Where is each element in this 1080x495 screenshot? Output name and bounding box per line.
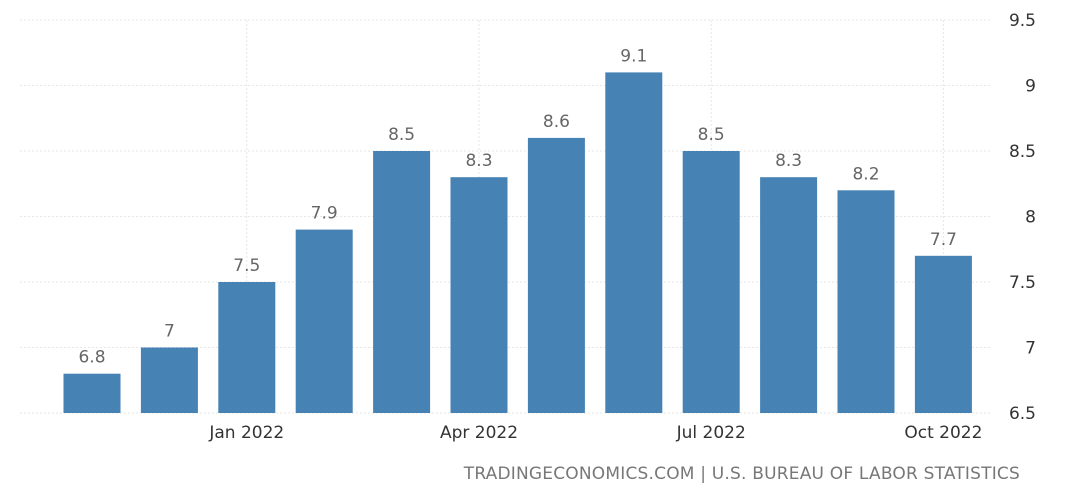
x-tick-label: Oct 2022	[904, 423, 982, 443]
bar	[295, 229, 353, 413]
source-credit: TRADINGECONOMICS.COM | U.S. BUREAU OF LA…	[463, 464, 1020, 484]
data-label: 8.3	[465, 151, 492, 171]
bar	[373, 151, 431, 413]
y-tick-label: 7	[1025, 339, 1036, 359]
data-label: 6.8	[78, 348, 105, 368]
bar	[450, 177, 508, 413]
data-label: 7	[164, 322, 175, 342]
x-axis-ticks: Jan 2022 Apr 2022 Jul 2022 Oct 2022	[208, 423, 982, 443]
y-axis-ticks: 6.5 7 7.5 8 8.5 9 9.5	[1009, 11, 1036, 424]
data-label: 9.1	[620, 46, 647, 66]
data-label: 7.5	[233, 256, 260, 276]
data-label: 7.9	[311, 204, 338, 224]
y-tick-label: 9	[1025, 77, 1036, 97]
y-tick-label: 7.5	[1009, 273, 1036, 293]
x-tick-label: Apr 2022	[440, 423, 518, 443]
y-tick-label: 6.5	[1009, 404, 1036, 424]
bar	[218, 282, 276, 413]
data-labels: 6.8 7 7.5 7.9 8.5 8.3 8.6 9.1 8.5 8.3 8.2 7.7	[78, 46, 956, 367]
bar	[63, 373, 121, 413]
bar	[140, 347, 198, 413]
x-tick-label: Jan 2022	[208, 423, 284, 443]
data-label: 8.3	[775, 151, 802, 171]
y-tick-label: 9.5	[1009, 11, 1036, 31]
data-label: 8.6	[543, 112, 570, 132]
data-label: 8.5	[698, 125, 725, 145]
bar	[682, 151, 740, 413]
data-label: 7.7	[930, 230, 957, 250]
bars	[63, 72, 972, 414]
bar	[760, 177, 818, 413]
bar	[914, 255, 972, 413]
y-tick-label: 8.5	[1009, 142, 1036, 162]
data-label: 8.5	[388, 125, 415, 145]
x-tick-label: Jul 2022	[676, 423, 746, 443]
data-label: 8.2	[852, 164, 879, 184]
bar	[837, 190, 895, 413]
y-tick-label: 8	[1025, 208, 1036, 228]
bar	[605, 72, 663, 414]
bar	[527, 137, 585, 413]
